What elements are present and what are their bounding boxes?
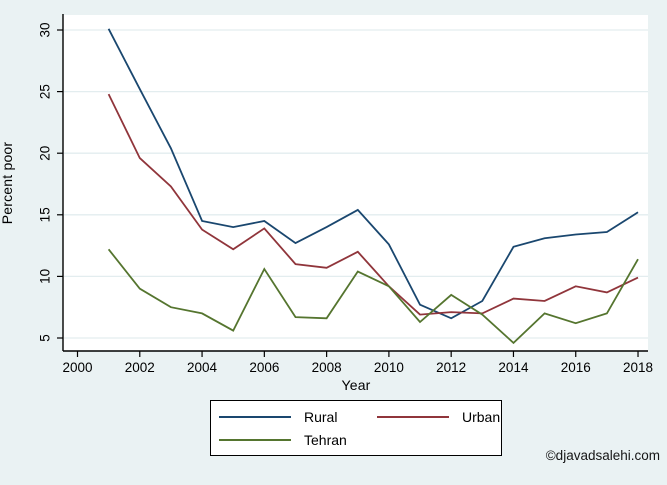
y-tick-label-5: 5: [38, 334, 53, 342]
x-tick-label-2018: 2018: [623, 360, 653, 375]
x-tick-label-2016: 2016: [561, 360, 591, 375]
x-tick-label-2008: 2008: [312, 360, 342, 375]
series-line-tehran: [107, 248, 639, 345]
legend-label-urban: Urban: [462, 408, 501, 425]
legend-item-rural: Rural: [219, 409, 377, 425]
x-tick-label-2010: 2010: [374, 360, 404, 375]
watermark-text: ©djavadsalehi.com: [545, 448, 660, 463]
x-tick-label-2004: 2004: [187, 360, 218, 375]
series-line-urban: [107, 93, 639, 316]
legend: Rural Urban Tehran: [210, 400, 502, 456]
x-tick-label-2014: 2014: [498, 360, 529, 375]
y-tick-label-20: 20: [38, 146, 53, 161]
legend-label-tehran: Tehran: [304, 431, 347, 448]
series-line-rural: [107, 28, 639, 320]
y-tick-label-25: 25: [38, 84, 53, 99]
legend-swatch-rural: [219, 415, 291, 418]
plot-area: [63, 15, 648, 351]
legend-swatch-tehran: [219, 438, 291, 441]
x-tick-label-2000: 2000: [62, 360, 92, 375]
legend-item-urban: Urban: [377, 409, 501, 425]
y-tick-label-15: 15: [38, 207, 53, 222]
y-tick-label-30: 30: [38, 22, 53, 37]
x-tick-label-2002: 2002: [125, 360, 155, 375]
y-tick-label-10: 10: [38, 269, 53, 284]
x-tick-label-2006: 2006: [249, 360, 279, 375]
legend-item-tehran: Tehran: [219, 432, 377, 448]
x-axis-title: Year: [341, 377, 371, 393]
x-tick-label-2012: 2012: [436, 360, 466, 375]
legend-swatch-urban: [377, 415, 449, 418]
y-axis-title: Percent poor: [0, 141, 15, 225]
legend-label-rural: Rural: [304, 408, 338, 425]
